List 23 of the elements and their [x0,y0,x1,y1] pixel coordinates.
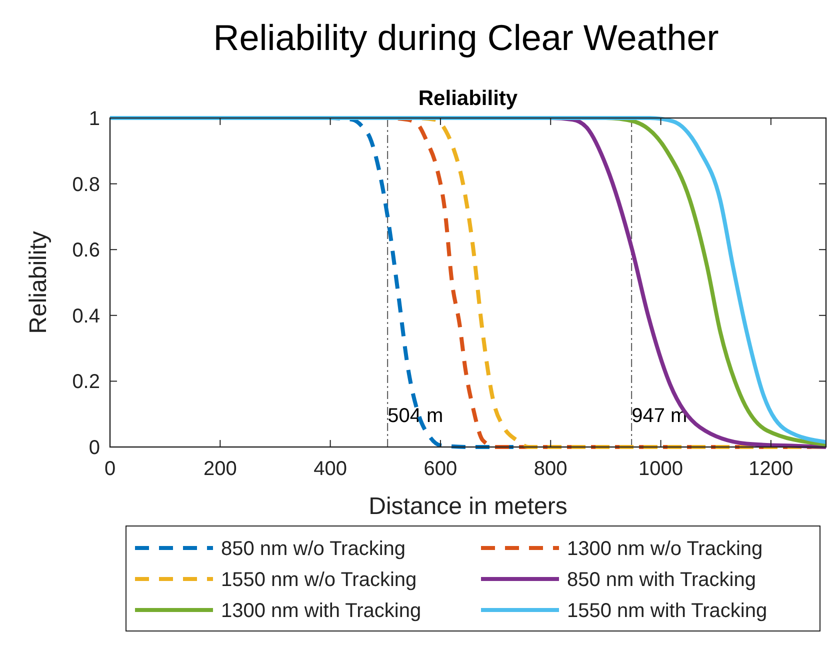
x-tick-label: 400 [314,458,347,480]
y-tick-label: 0.4 [72,305,100,328]
legend-label: 1300 nm with Tracking [221,600,422,622]
legend-label: 850 nm w/o Tracking [221,538,406,560]
y-tick-label: 0.8 [72,174,100,196]
x-tick-label: 1000 [638,458,684,480]
y-tick-label: 0.2 [72,371,100,394]
legend-label: 1300 nm w/o Tracking [567,538,763,560]
y-axis-title: Reliability [25,231,52,334]
x-tick-label: 0 [104,458,116,480]
chart-title: Reliability during Clear Weather [213,17,719,58]
y-tick-label: 1 [88,108,100,130]
legend-label: 1550 nm w/o Tracking [221,569,417,591]
x-axis-title: Distance in meters [368,493,568,520]
x-tick-label: 600 [424,458,458,480]
legend-label: 850 nm with Tracking [567,569,756,591]
y-tick-label: 0 [88,437,100,459]
legend-label: 1550 nm with Tracking [567,600,768,622]
chart-subtitle: Reliability [418,87,518,110]
x-tick-label: 1200 [748,458,794,480]
x-tick-label: 200 [203,458,237,480]
y-tick-label: 0.6 [72,240,100,262]
x-tick-label: 800 [534,458,568,480]
